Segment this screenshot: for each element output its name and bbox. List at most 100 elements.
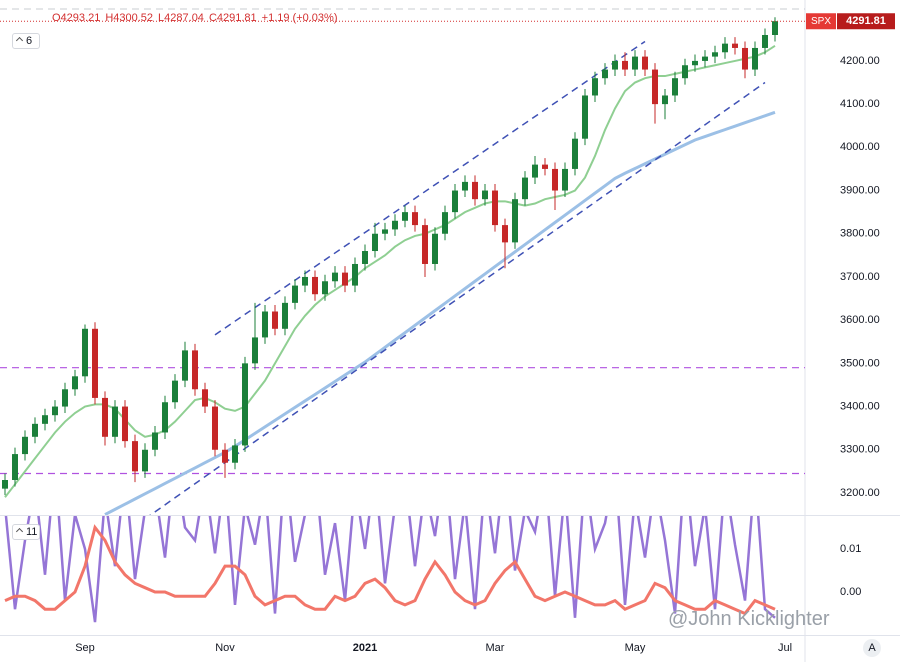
trend-line (149, 81, 766, 515)
ohlc-open: O4293.21 (52, 12, 101, 24)
price-tag (837, 13, 895, 30)
x-tick-label: May (625, 642, 646, 654)
candle-body (512, 199, 518, 243)
candle-body (162, 402, 168, 433)
candle-body (652, 69, 658, 105)
candle-body (22, 436, 28, 455)
candle-body (702, 56, 708, 61)
candle-body (772, 21, 778, 35)
y-tick-label: 0.01 (840, 543, 861, 555)
candle-body (542, 164, 548, 169)
candle-body (722, 43, 728, 53)
candle-body (502, 225, 508, 243)
trend-line (214, 40, 646, 336)
candle-body (182, 350, 188, 381)
candle-body (382, 229, 388, 234)
candle-body (732, 43, 738, 48)
candle-body (62, 389, 68, 407)
candle-body (332, 272, 338, 282)
candle-body (192, 350, 198, 390)
candle-body (242, 363, 248, 446)
candle-body (322, 281, 328, 295)
price-label: 4291.81 (846, 15, 886, 27)
candle-body (392, 220, 398, 230)
candle-body (272, 311, 278, 329)
x-tick-label: 2021 (353, 642, 377, 654)
y-tick-label: 3200.00 (840, 487, 880, 499)
ohlc-change: +1.19 (+0.03%) (261, 12, 338, 24)
axes: 3200.00 3300.00 3400.00 3500.00 3600.00 3700.… (75, 13, 895, 654)
y-tick-label: 3700.00 (840, 271, 880, 283)
candle-body (252, 337, 258, 364)
candle-body (662, 95, 668, 105)
candle-body (672, 78, 678, 96)
auto-scale-button[interactable]: A (863, 639, 881, 657)
moving-average (4, 44, 776, 498)
candle-body (682, 65, 688, 79)
candle-body (532, 164, 538, 178)
symbol-label: SPX (811, 16, 831, 27)
y-tick-label: 3600.00 (840, 314, 880, 326)
candle-body (642, 56, 648, 70)
candle-body (122, 406, 128, 442)
candle-body (742, 47, 748, 70)
candle-body (522, 177, 528, 200)
candle-body (302, 276, 308, 286)
y-tick-label: 3400.00 (840, 400, 880, 412)
x-tick-label: Sep (75, 642, 95, 654)
x-tick-label: Mar (486, 642, 505, 654)
indicator-line (4, 516, 776, 623)
candle-body (372, 233, 378, 252)
candle-body (422, 225, 428, 264)
candle-body (692, 60, 698, 66)
candle-body (152, 432, 158, 450)
candle-body (102, 397, 108, 437)
x-tick-label: Jul (778, 642, 792, 654)
candle-body (572, 138, 578, 169)
ohlc-low: L4287.04 (158, 12, 204, 24)
candle-body (562, 168, 568, 191)
indicator-toggle[interactable]: 11 (12, 524, 40, 540)
y-tick-label: 3900.00 (840, 184, 880, 196)
candle-body (42, 415, 48, 424)
y-tick-label: 4100.00 (840, 98, 880, 110)
candle-body (202, 389, 208, 407)
candle-body (472, 181, 478, 200)
candle-body (172, 380, 178, 403)
candle-body (592, 78, 598, 96)
candle-body (612, 60, 618, 70)
candle-body (262, 311, 268, 338)
candle-body (752, 47, 758, 70)
candle-body (632, 56, 638, 70)
ohlc-high: H4300.52 (105, 12, 154, 24)
candle-body (72, 376, 78, 390)
candle-body (442, 212, 448, 234)
candle-body (342, 272, 348, 286)
candle-body (712, 52, 718, 57)
y-tick-label: 3500.00 (840, 357, 880, 369)
interval-toggle[interactable]: 6 (12, 33, 40, 49)
ohlc-close: C4291.81 (208, 12, 257, 24)
y-tick-label: 4200.00 (840, 55, 880, 67)
candle-body (222, 449, 228, 463)
y-tick-label: 0.00 (840, 586, 861, 598)
candle-body (2, 480, 8, 489)
y-tick-label: 4000.00 (840, 141, 880, 153)
indicator-pane (4, 516, 776, 623)
candle-body (462, 181, 468, 191)
candle-body (762, 34, 768, 48)
y-tick-label: 3800.00 (840, 228, 880, 240)
y-tick-label: 3300.00 (840, 444, 880, 456)
price-pane (0, 17, 805, 515)
candle-body (282, 302, 288, 329)
candle-body (212, 406, 218, 450)
candle-body (402, 212, 408, 221)
candle-body (432, 233, 438, 264)
candle-body (452, 190, 458, 213)
candle-body (362, 251, 368, 264)
candle-body (142, 449, 148, 472)
candle-body (32, 423, 38, 437)
candle-body (622, 60, 628, 70)
